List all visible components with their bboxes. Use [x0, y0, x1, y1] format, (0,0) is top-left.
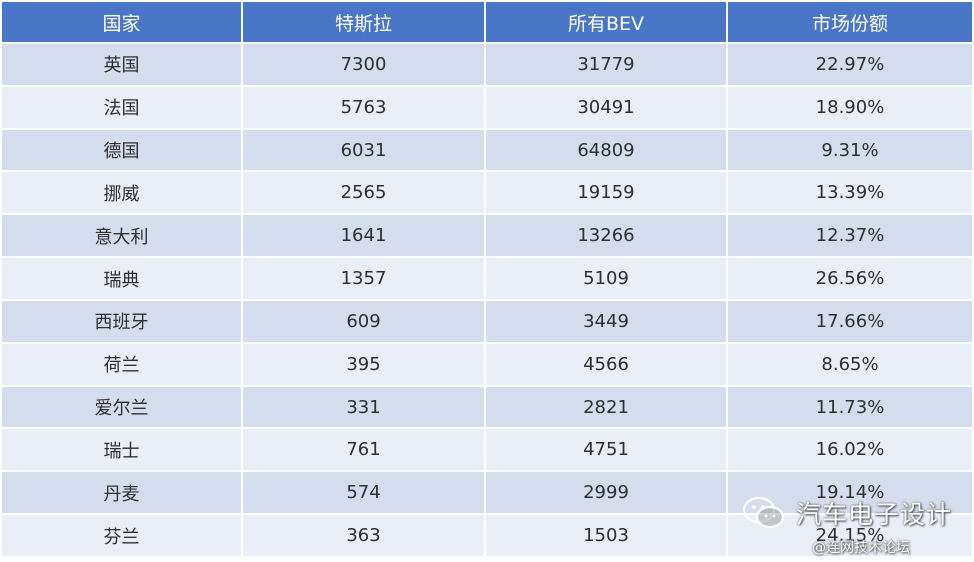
cell-country: 丹麦 [2, 472, 243, 516]
cell-tesla: 6031 [243, 129, 486, 173]
cell-country: 荷兰 [2, 343, 243, 387]
cell-all-bev: 2821 [486, 386, 728, 430]
cell-country: 瑞士 [2, 429, 243, 473]
cell-all-bev: 30491 [486, 86, 728, 130]
cell-country: 爱尔兰 [2, 386, 243, 430]
cell-tesla: 395 [243, 343, 486, 387]
cell-country: 德国 [2, 129, 243, 173]
cell-tesla: 331 [243, 386, 486, 430]
cell-market-share: 19.14% [728, 472, 972, 516]
cell-tesla: 5763 [243, 86, 486, 130]
cell-all-bev: 13266 [486, 215, 728, 259]
cell-country: 英国 [2, 44, 243, 87]
header-tesla: 特斯拉 [243, 2, 486, 44]
cell-all-bev: 1503 [486, 515, 728, 558]
cell-all-bev: 3449 [486, 300, 728, 344]
cell-all-bev: 4751 [486, 429, 728, 473]
header-market-share: 市场份额 [728, 2, 972, 44]
cell-country: 法国 [2, 86, 243, 130]
cell-tesla: 2565 [243, 172, 486, 216]
cell-market-share: 11.73% [728, 386, 972, 430]
cell-all-bev: 4566 [486, 343, 728, 387]
cell-tesla: 761 [243, 429, 486, 473]
cell-country: 西班牙 [2, 300, 243, 344]
cell-tesla: 574 [243, 472, 486, 516]
cell-market-share: 13.39% [728, 172, 972, 216]
cell-market-share: 22.97% [728, 44, 972, 87]
cell-market-share: 18.90% [728, 86, 972, 130]
header-all-bev: 所有BEV [486, 2, 728, 44]
cell-country: 挪威 [2, 172, 243, 216]
cell-country: 意大利 [2, 215, 243, 259]
cell-market-share: 9.31% [728, 129, 972, 173]
cell-all-bev: 19159 [486, 172, 728, 216]
cell-market-share: 24.15% [728, 515, 972, 558]
cell-tesla: 1357 [243, 258, 486, 301]
cell-all-bev: 31779 [486, 44, 728, 87]
cell-market-share: 8.65% [728, 343, 972, 387]
cell-tesla: 363 [243, 515, 486, 558]
cell-all-bev: 64809 [486, 129, 728, 173]
cell-tesla: 1641 [243, 215, 486, 259]
cell-country: 瑞典 [2, 258, 243, 301]
header-country: 国家 [2, 2, 243, 44]
cell-market-share: 26.56% [728, 258, 972, 301]
cell-market-share: 17.66% [728, 300, 972, 344]
cell-tesla: 7300 [243, 44, 486, 87]
cell-market-share: 16.02% [728, 429, 972, 473]
cell-all-bev: 5109 [486, 258, 728, 301]
cell-tesla: 609 [243, 300, 486, 344]
cell-country: 芬兰 [2, 515, 243, 558]
cell-market-share: 12.37% [728, 215, 972, 259]
cell-all-bev: 2999 [486, 472, 728, 516]
